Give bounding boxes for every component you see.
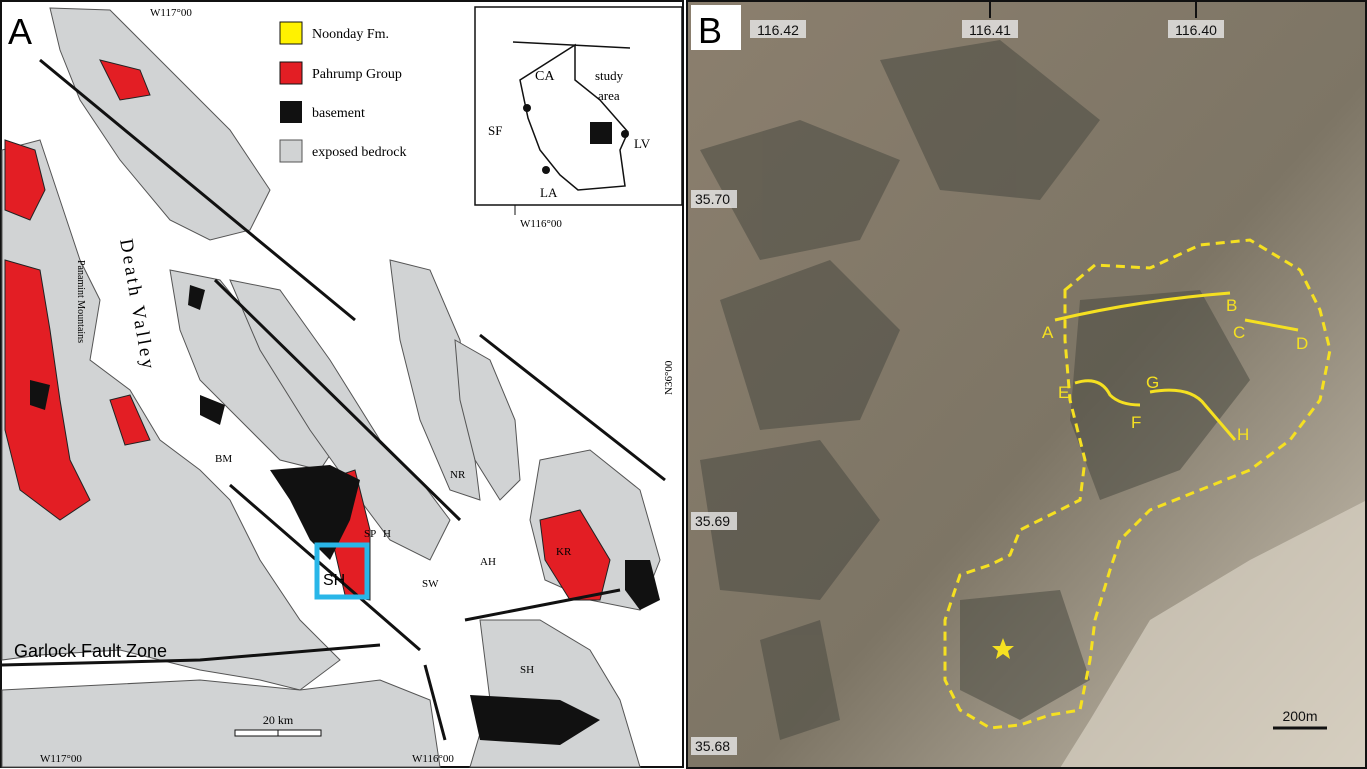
panel-a: A W117°00 W117°00 W116°00 N36°00 Death V… bbox=[1, 1, 683, 767]
place-label: SP bbox=[364, 528, 376, 540]
legend-label: basement bbox=[312, 106, 365, 121]
legend-swatch bbox=[280, 140, 302, 162]
lat-label: 35.70 bbox=[695, 191, 730, 207]
coord-label: W116°00 bbox=[412, 753, 454, 765]
place-label: Panamint Mountains bbox=[75, 260, 86, 343]
place-label: H bbox=[383, 528, 391, 540]
inset-label: study bbox=[595, 68, 624, 83]
place-label: NR bbox=[450, 469, 466, 481]
section-label: C bbox=[1233, 323, 1245, 342]
panel-label: A bbox=[8, 11, 32, 52]
legend-swatch bbox=[280, 62, 302, 84]
legend-label: exposed bedrock bbox=[312, 145, 406, 160]
place-label: SH bbox=[323, 572, 345, 589]
section-label: H bbox=[1237, 425, 1249, 444]
place-label: SW bbox=[422, 578, 439, 590]
section-label: E bbox=[1058, 383, 1069, 402]
section-label: B bbox=[1226, 296, 1237, 315]
inset-label: area bbox=[598, 88, 620, 103]
figure: A W117°00 W117°00 W116°00 N36°00 Death V… bbox=[0, 0, 1367, 769]
lat-label: 35.69 bbox=[695, 513, 730, 529]
panel-label: B bbox=[698, 10, 722, 51]
lon-label: 116.42 bbox=[757, 22, 799, 38]
section-label: G bbox=[1146, 373, 1159, 392]
coord-label: W117°00 bbox=[150, 7, 192, 19]
legend-label: Noonday Fm. bbox=[312, 27, 389, 42]
inset: CA study area SF LV LA W116°00 bbox=[475, 7, 682, 230]
coord-label: N36°00 bbox=[663, 360, 675, 395]
section-label: F bbox=[1131, 413, 1141, 432]
place-label: Garlock Fault Zone bbox=[14, 641, 167, 661]
inset-label: CA bbox=[535, 69, 555, 84]
legend-swatch bbox=[280, 101, 302, 123]
lon-label: 116.41 bbox=[969, 22, 1011, 38]
inset-label: LV bbox=[634, 136, 651, 151]
place-label: SH bbox=[520, 664, 534, 676]
legend-swatch bbox=[280, 22, 302, 44]
coord-label: W116°00 bbox=[520, 218, 562, 230]
scale-label: 20 km bbox=[263, 713, 294, 727]
inset-label: LA bbox=[540, 185, 558, 200]
legend-label: Pahrump Group bbox=[312, 67, 402, 82]
place-label: AH bbox=[480, 556, 496, 568]
panel-b: B 116.42 116.41 116.40 35.70 35.69 35.68… bbox=[687, 1, 1367, 768]
lon-label: 116.40 bbox=[1175, 22, 1217, 38]
place-label: KR bbox=[556, 546, 572, 558]
inset-label: SF bbox=[488, 123, 502, 138]
section-label: A bbox=[1042, 323, 1054, 342]
coord-label: W117°00 bbox=[40, 753, 82, 765]
lat-label: 35.68 bbox=[695, 738, 730, 754]
scale-label: 200m bbox=[1282, 708, 1317, 724]
place-label: BM bbox=[215, 453, 232, 465]
section-label: D bbox=[1296, 334, 1308, 353]
